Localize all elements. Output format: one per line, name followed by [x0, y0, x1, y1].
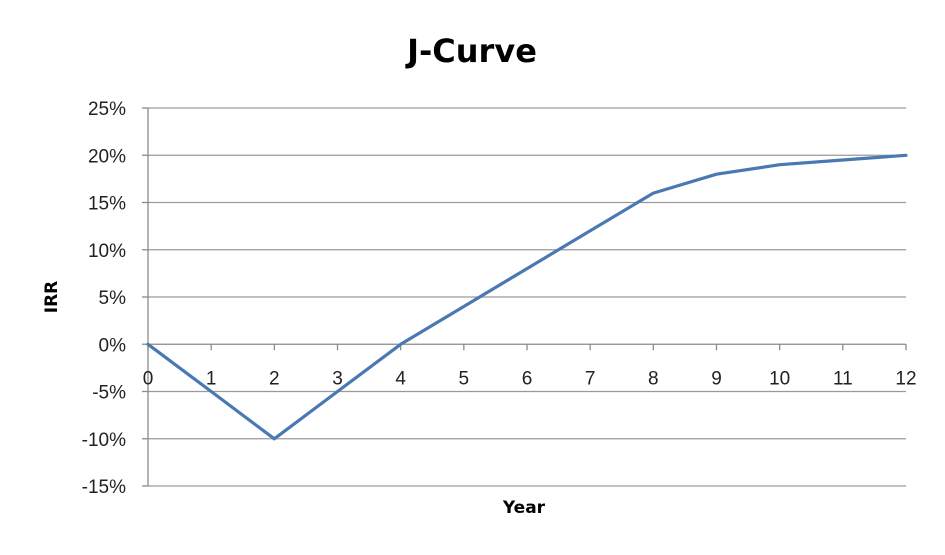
y-tick-label: -5% — [92, 383, 126, 404]
x-tick-label: 12 — [895, 368, 916, 389]
x-tick-label: 6 — [522, 368, 533, 389]
y-tick-label: 0% — [99, 335, 127, 356]
x-tick-label: 4 — [395, 368, 406, 389]
y-axis-title: IRR — [42, 281, 62, 314]
x-tick-label: 10 — [769, 368, 790, 389]
chart-title: J-Curve — [405, 32, 537, 70]
x-axis-title: Year — [502, 498, 546, 518]
y-tick-label: 15% — [88, 194, 126, 215]
y-tick-label: 20% — [88, 146, 126, 167]
y-tick-label: 10% — [88, 241, 126, 262]
x-tick-label: 3 — [332, 368, 343, 389]
x-tick-label: 7 — [585, 368, 596, 389]
y-tick-label: -10% — [82, 430, 126, 451]
x-tick-label: 1 — [206, 368, 217, 389]
y-axis-tick-labels: 25% 20% 15% 10% 5% 0% -5% -10% -15% — [82, 99, 126, 498]
y-tick-label: -15% — [82, 477, 126, 498]
series-line-0 — [146, 153, 908, 441]
x-tick-label: 8 — [648, 368, 659, 389]
y-tick-label: 25% — [88, 99, 126, 120]
x-tick-label: 2 — [269, 368, 280, 389]
y-tick-label: 5% — [99, 288, 127, 309]
x-tick-label: 0 — [143, 368, 154, 389]
x-tick-label: 9 — [711, 368, 722, 389]
series-lines — [146, 153, 908, 441]
x-tick-label: 11 — [833, 368, 853, 389]
x-tick-label: 5 — [459, 368, 470, 389]
x-axis-tick-labels: 0 1 2 3 4 5 6 7 8 9 10 11 12 — [143, 368, 917, 389]
